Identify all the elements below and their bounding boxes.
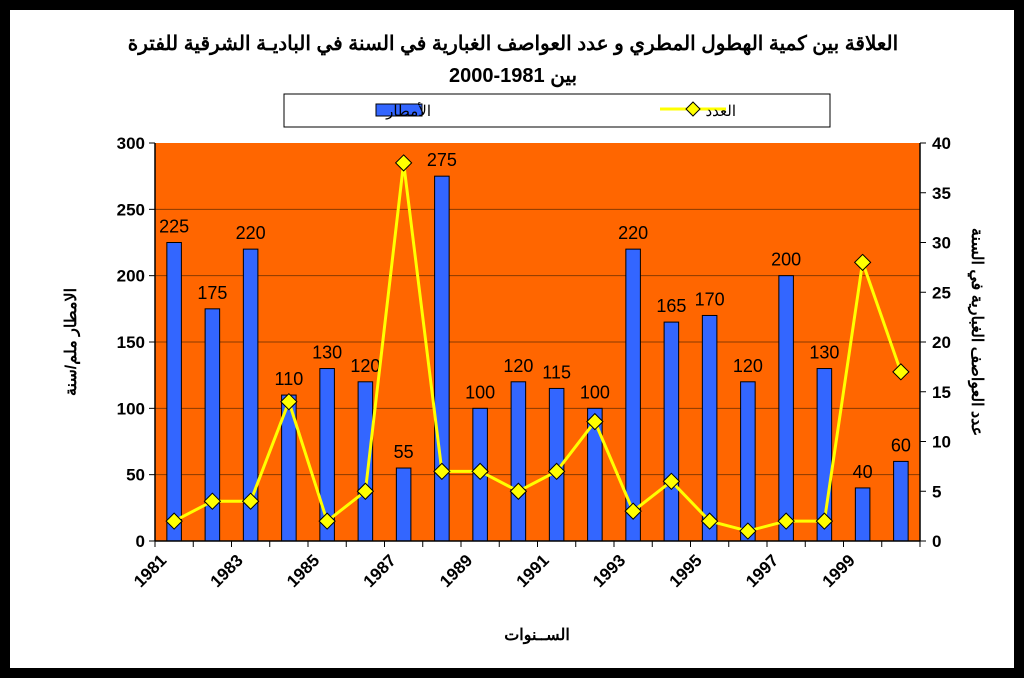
x-tick-label: 1995 bbox=[666, 551, 706, 591]
bar-data-label: 115 bbox=[542, 362, 571, 382]
line-series bbox=[165, 154, 910, 540]
bar-data-label: 120 bbox=[350, 356, 380, 376]
right-tick-label: 10 bbox=[932, 433, 951, 452]
left-tick-label: 50 bbox=[126, 466, 145, 485]
storm-point-1987 bbox=[394, 154, 413, 172]
bar-data-label: 130 bbox=[809, 343, 839, 363]
storm-point-1981 bbox=[165, 512, 183, 530]
x-tick-label: 1985 bbox=[283, 551, 323, 591]
bar-data-label: 40 bbox=[853, 462, 873, 482]
right-tick-label: 30 bbox=[932, 234, 951, 253]
bar-data-label: 100 bbox=[580, 382, 610, 402]
bar-data-label: 165 bbox=[656, 296, 686, 316]
bar-1996 bbox=[740, 381, 756, 542]
bar-1987 bbox=[395, 467, 412, 542]
bar-data-label: 120 bbox=[733, 356, 763, 376]
bar-1988 bbox=[434, 175, 450, 542]
bar-data-label: 225 bbox=[159, 217, 189, 237]
x-axis-ticks: 1981 1983 1985 1987 1989 1991 1993 1995 1997 1999 bbox=[130, 541, 921, 591]
right-tick-label: 5 bbox=[932, 482, 941, 501]
storm-point-1999 bbox=[853, 253, 872, 272]
left-axis-title: الامطار ملم/سنة bbox=[63, 288, 81, 396]
bar-data-label: 170 bbox=[695, 289, 725, 309]
legend-label-storms: العدد bbox=[705, 103, 736, 120]
x-tick-label: 1981 bbox=[130, 551, 170, 591]
left-tick-label: 200 bbox=[117, 267, 145, 286]
x-tick-label: 1993 bbox=[589, 551, 629, 591]
storm-point-1982 bbox=[203, 492, 222, 510]
storm-point-1998 bbox=[815, 512, 834, 530]
storm-point-1988 bbox=[433, 462, 451, 481]
right-axis-ticks: 0 5 10 15 20 25 30 35 40 bbox=[920, 134, 951, 551]
storm-point-1983 bbox=[241, 492, 260, 510]
legend-label-rain: الأمطار bbox=[385, 102, 431, 120]
right-tick-label: 15 bbox=[932, 383, 951, 402]
x-tick-label: 1991 bbox=[513, 551, 553, 591]
right-tick-label: 25 bbox=[932, 283, 951, 302]
bar-data-label: 130 bbox=[312, 343, 342, 363]
x-tick-label: 1997 bbox=[742, 551, 782, 591]
bar-data-labels: 225 175 220 110 130 120 55 275 100 120 115 100 220 16… bbox=[159, 150, 911, 482]
left-tick-label: 150 bbox=[117, 333, 145, 352]
chart: العلاقة بين كمية الهطول المطري و عدد الع… bbox=[63, 33, 985, 645]
bar-1995 bbox=[701, 314, 718, 542]
x-tick-label: 1999 bbox=[819, 551, 859, 591]
storm-point-1996 bbox=[739, 522, 757, 540]
right-tick-label: 0 bbox=[932, 532, 941, 551]
storm-point-1986 bbox=[356, 482, 375, 500]
storm-point-1984 bbox=[280, 392, 298, 411]
bar-1986 bbox=[357, 381, 374, 542]
bar-data-label: 220 bbox=[618, 223, 648, 243]
storm-point-1997 bbox=[777, 512, 795, 530]
left-axis-ticks: 0 50 100 150 200 250 300 bbox=[117, 134, 155, 551]
bar-1994 bbox=[663, 321, 680, 542]
x-tick-label: 1983 bbox=[207, 551, 247, 591]
bar-data-label: 175 bbox=[197, 283, 227, 303]
legend-box bbox=[283, 93, 831, 128]
bar-data-label: 60 bbox=[891, 435, 911, 455]
bar-data-label: 120 bbox=[503, 356, 533, 376]
right-tick-label: 35 bbox=[932, 184, 951, 203]
left-tick-label: 100 bbox=[117, 399, 145, 418]
x-axis-title: الســنوات bbox=[504, 627, 570, 645]
storm-point-1989 bbox=[471, 462, 489, 481]
bar-data-label: 200 bbox=[771, 250, 801, 270]
right-tick-label: 20 bbox=[932, 333, 951, 352]
left-tick-label: 250 bbox=[117, 200, 145, 219]
storm-point-1985 bbox=[318, 512, 336, 530]
chart-frame: العلاقة بين كمية الهطول المطري و عدد الع… bbox=[10, 10, 1014, 668]
bar-1997 bbox=[778, 275, 794, 542]
right-axis-title: عدد العواصف الغبارية في السنة bbox=[967, 228, 985, 436]
bar-data-label: 100 bbox=[465, 382, 495, 402]
storm-point-1991 bbox=[547, 462, 566, 481]
storm-point-1992 bbox=[586, 412, 604, 431]
storm-point-1993 bbox=[624, 502, 642, 520]
storm-point-2000 bbox=[892, 363, 910, 381]
bar-1999 bbox=[854, 487, 871, 542]
right-tick-label: 40 bbox=[932, 134, 951, 153]
storm-point-1995 bbox=[700, 512, 719, 530]
bar-data-label: 55 bbox=[394, 442, 414, 462]
bar-1990 bbox=[510, 381, 527, 542]
bar-data-label: 110 bbox=[275, 369, 304, 389]
left-tick-label: 0 bbox=[136, 532, 145, 551]
x-tick-label: 1989 bbox=[436, 551, 476, 591]
left-tick-label: 300 bbox=[117, 134, 145, 153]
bar-data-label: 275 bbox=[427, 150, 457, 170]
bar-1981 bbox=[166, 242, 182, 542]
storm-point-1994 bbox=[662, 472, 681, 491]
chart-title-line1: العلاقة بين كمية الهطول المطري و عدد الع… bbox=[128, 33, 898, 56]
legend-swatch-rain bbox=[375, 103, 423, 117]
legend-swatch-storms-marker bbox=[685, 101, 701, 117]
storm-point-1990 bbox=[509, 482, 528, 500]
bar-2000 bbox=[893, 460, 909, 542]
bar-data-label: 220 bbox=[236, 223, 266, 243]
chart-title-line2: بين 1981-2000 bbox=[449, 65, 577, 88]
x-tick-label: 1987 bbox=[360, 551, 400, 591]
legend: الأمطار العدد bbox=[283, 93, 831, 128]
